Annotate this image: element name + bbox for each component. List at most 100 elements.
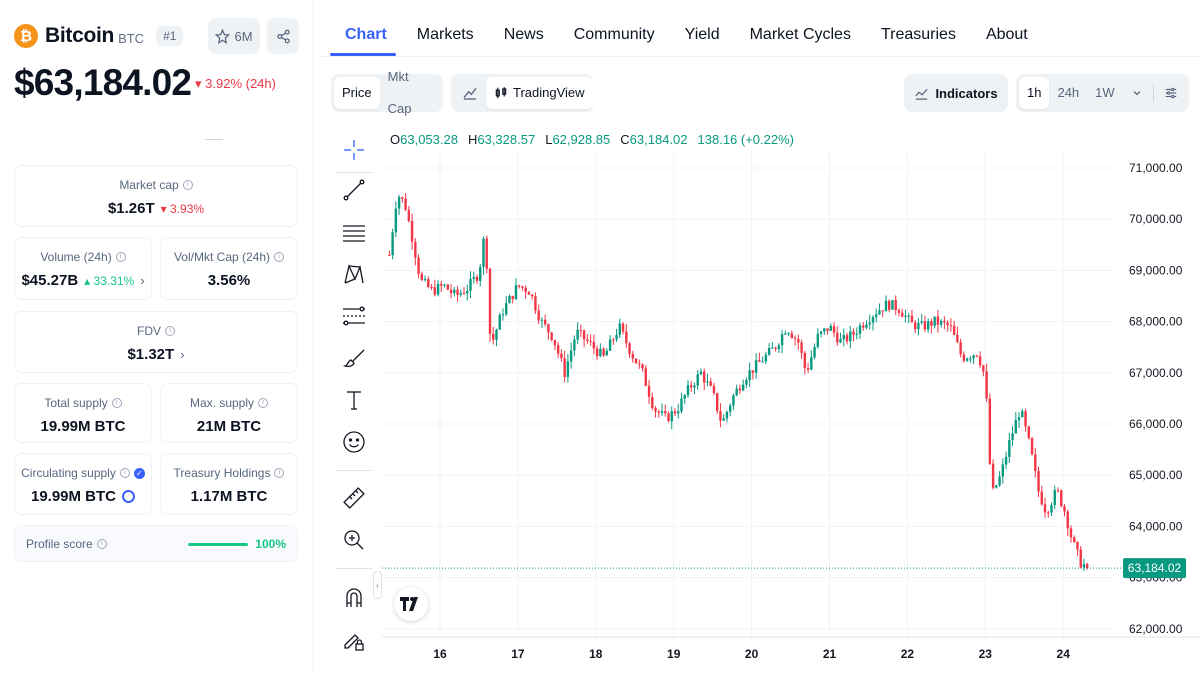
current-price: $63,184.02 [14, 62, 192, 103]
profile-score-row[interactable]: Profile score i 100% [14, 525, 298, 562]
market-cap-card[interactable]: Market cap i $1.26T ▾ 3.93% [14, 165, 298, 227]
candle-body [816, 333, 820, 347]
volume-card[interactable]: Volume (24h) i $45.27B ▴ 33.31% › [14, 237, 152, 300]
price-toggle[interactable]: Price [334, 77, 380, 109]
candle-body [621, 323, 625, 332]
candle-body [443, 284, 446, 286]
candle-body [475, 277, 479, 281]
candle-body [842, 335, 845, 339]
candle-body [706, 381, 709, 383]
candle-body [832, 325, 836, 333]
vol-mkt-cap-value: 3.56% [207, 272, 251, 289]
last-price-label: 63,184.02 [1128, 561, 1182, 575]
horizontal-lines-tool[interactable] [336, 216, 372, 248]
tab-chart[interactable]: Chart [345, 26, 387, 43]
candle-body [826, 328, 829, 331]
fdv-card[interactable]: FDV i $1.32T › [14, 311, 298, 373]
candle-body [612, 339, 615, 341]
info-icon[interactable]: i [274, 252, 285, 262]
treasury-holdings-card[interactable]: Treasury Holdings i 1.17M BTC [160, 453, 298, 515]
indicators-button[interactable]: Indicators [904, 74, 1008, 112]
candle-body [949, 325, 953, 327]
candle-body [1040, 491, 1043, 505]
candle-body [440, 283, 443, 286]
candle-body [1053, 490, 1056, 506]
chevron-down-icon [1133, 91, 1141, 96]
magnet-tool[interactable] [336, 582, 372, 614]
emoji-tool[interactable] [336, 426, 372, 458]
candle-body [615, 334, 618, 340]
crosshair-tool[interactable] [336, 134, 372, 166]
candle-body [560, 353, 563, 359]
brush-tool[interactable] [336, 342, 372, 374]
candle-body [875, 314, 878, 318]
candle-body [505, 303, 508, 315]
candle-body [605, 350, 609, 356]
close-key: C [620, 132, 630, 147]
fib-tool[interactable] [336, 300, 372, 332]
share-button[interactable] [267, 18, 299, 54]
pattern-tool[interactable] [336, 258, 372, 290]
text-tool[interactable] [336, 384, 372, 416]
x-axis: 16 17 18 19 20 21 22 23 24 [433, 647, 1070, 661]
info-icon[interactable]: i [119, 468, 130, 478]
rank-badge: #1 [156, 26, 184, 46]
candle-body [998, 476, 1001, 486]
tab-treasuries[interactable]: Treasuries [880, 26, 956, 43]
x-tick-label: 17 [511, 647, 525, 661]
measure-tool[interactable] [336, 482, 372, 514]
info-icon[interactable]: i [258, 398, 269, 408]
candle-body [855, 333, 858, 335]
tab-market-cycles[interactable]: Market Cycles [749, 26, 851, 43]
candle-body [956, 334, 959, 343]
candle-body [638, 363, 641, 365]
candle-body [456, 289, 459, 295]
candle-body [722, 418, 725, 421]
candle-body [793, 337, 797, 339]
range-24h[interactable]: 24h [1057, 85, 1080, 100]
coin-name: Bitcoin [45, 24, 115, 47]
tab-news[interactable]: News [503, 26, 544, 43]
candle-body [959, 342, 962, 355]
range-dropdown[interactable] [1123, 77, 1151, 109]
info-icon[interactable]: i [274, 468, 285, 478]
info-icon[interactable]: i [165, 326, 175, 336]
collapse-toolbar-button[interactable]: ‹ [373, 571, 382, 599]
lock-drawing-tool[interactable] [336, 624, 372, 656]
mktcap-toggle[interactable]: Mkt Cap [387, 69, 412, 116]
candle-body [449, 289, 453, 294]
line-chart-toggle[interactable] [454, 77, 486, 109]
tradingview-toggle[interactable]: TradingView [486, 77, 593, 109]
tab-about[interactable]: About [985, 26, 1028, 43]
candle-body [894, 300, 897, 311]
range-1W[interactable]: 1W [1095, 85, 1115, 100]
info-icon[interactable]: i [96, 539, 107, 549]
candle-body [735, 388, 738, 396]
candle-body [459, 293, 462, 295]
profile-score-bar [188, 543, 248, 546]
candle-body [573, 339, 576, 351]
tradingview-logo-icon[interactable] [394, 587, 428, 621]
candle-body [978, 356, 982, 366]
trend-line-tool[interactable] [336, 174, 372, 206]
candle-body [777, 345, 781, 349]
info-icon[interactable]: i [115, 252, 126, 262]
zoom-tool[interactable] [336, 524, 372, 556]
tab-yield[interactable]: Yield [684, 26, 720, 43]
candle-body [732, 395, 735, 406]
tab-bar: Chart Markets News Community Yield Market Cyc… [330, 16, 1043, 56]
candle-body [803, 352, 807, 369]
chart-settings-button[interactable] [1156, 77, 1186, 109]
x-tick-label: 21 [823, 647, 837, 661]
candle-body [995, 485, 998, 488]
watchlist-button[interactable]: 6M [208, 18, 260, 54]
info-icon[interactable]: i [111, 398, 122, 408]
tab-community[interactable]: Community [573, 26, 655, 43]
price-mktcap-toggle: Price Mkt Cap [331, 69, 443, 116]
info-icon[interactable]: i [182, 180, 193, 190]
indicators-label: Indicators [935, 85, 998, 101]
candle-body [1069, 528, 1073, 538]
range-1h[interactable]: 1h [1019, 77, 1050, 109]
candle-body [550, 332, 553, 340]
tab-markets[interactable]: Markets [416, 26, 474, 43]
